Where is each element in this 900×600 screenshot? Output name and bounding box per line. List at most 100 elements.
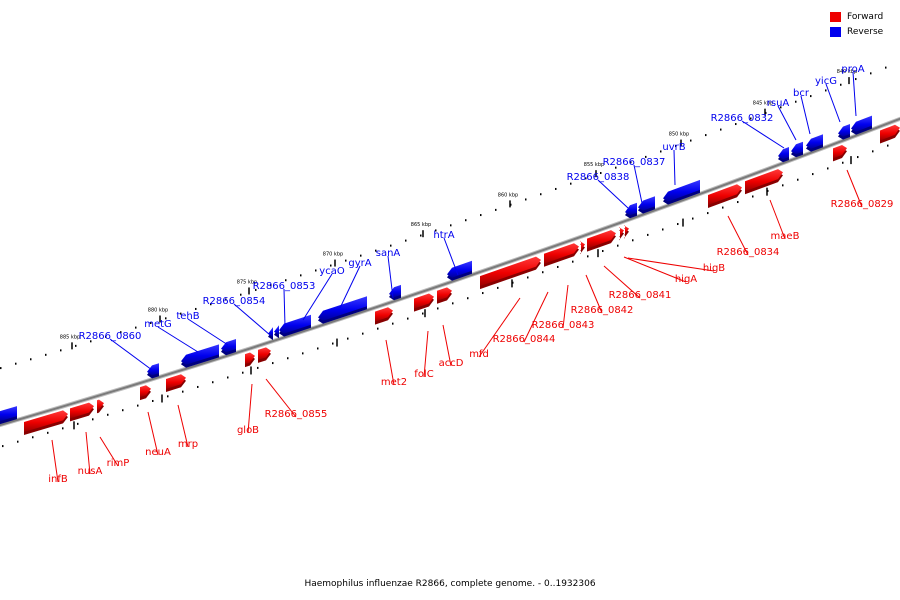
minor-tick [165,317,167,320]
kbp-label: 870 kbp [323,252,343,258]
minor-tick [45,353,47,356]
minor-tick [437,307,439,310]
legend-reverse: Reverse [830,24,892,39]
minor-tick [482,292,484,295]
minor-tick [735,123,737,126]
mfd-leader-line [478,297,521,358]
minor-tick [675,145,677,148]
minor-tick [872,150,874,153]
minor-tick [450,224,452,227]
minor-tick [677,223,679,226]
kbp-label: 860 kbp [498,192,518,198]
minor-tick [345,259,347,262]
met2-gene [375,307,393,322]
glob-leader-line [247,383,253,434]
minor-tick [212,381,214,384]
reverse-gene-4-gene [268,327,273,338]
minor-tick [705,134,707,137]
r2866-0837-leader-line [633,164,643,204]
gene-label-r2866-0844: R2866_0844 [493,334,556,345]
minor-tick [467,297,469,300]
gene-label-mrp: mrp [178,439,198,450]
minor-tick [797,178,799,181]
rsua-leader-line [777,105,797,141]
gene-label-maeb: maeB [771,231,800,242]
minor-tick [257,366,259,369]
minor-tick [495,208,497,211]
r2866-0855-gene [258,347,271,360]
minor-tick [855,78,857,81]
r2866-0843-gene [580,240,585,252]
minor-tick [347,337,349,340]
kbp-label: 880 kbp [148,308,168,314]
minor-tick [572,260,574,263]
minor-tick [135,326,137,329]
minor-tick [60,349,62,352]
minor-tick [422,312,424,315]
r2866-0832-leader-line [741,120,785,149]
minor-tick [30,358,32,361]
minor-tick [722,206,724,209]
minor-tick [842,161,844,164]
minor-tick [420,234,422,237]
r2866-0829-gene [880,124,900,141]
reverse-gene-2-gene [181,344,219,365]
genome-caption: Haemophilus influenzae R2866, complete g… [304,579,596,589]
minor-tick [737,201,739,204]
minor-tick [17,440,19,443]
minor-tick [182,390,184,393]
minor-tick [557,265,559,268]
genome-backbone [0,117,900,427]
gene-label-uvrb: uvrB [662,142,685,153]
minor-tick [887,144,889,147]
sana-leader-line [387,255,394,299]
minor-tick [105,335,107,338]
infb-gene [24,410,68,432]
reverse-gene-16-gene [838,124,850,137]
minor-tick [315,269,317,272]
minor-tick [197,385,199,388]
minor-tick [32,436,34,439]
minor-tick [602,250,604,253]
reverse-gene-9-gene [447,260,472,278]
minor-tick [225,298,227,301]
minor-tick [167,395,169,398]
r2866-0844-gene [544,243,579,264]
minor-tick [77,422,79,425]
r2866-0842-gene [587,230,616,249]
minor-tick [122,409,124,412]
minor-tick [827,167,829,170]
r2866-0860-leader-line [109,338,153,371]
infb-leader-line [51,439,59,483]
minor-tick [795,100,797,103]
minor-tick [752,195,754,198]
kbp-label: 875 kbp [237,279,257,285]
reverse-gene-15-gene [806,134,823,149]
reverse-gene-13-gene [778,147,789,160]
gene-label-proa: proA [841,64,864,75]
minor-tick [810,95,812,98]
minor-tick [692,217,694,220]
minor-tick [2,445,4,448]
rimp-gene [97,399,104,411]
minor-tick [362,332,364,335]
minor-tick [0,367,2,370]
kbp-label: 845 kbp [753,101,773,107]
gene-label-mfd: mfd [469,349,489,360]
gene-label-htra: htrA [433,230,454,241]
gene-label-nusa: nusA [78,466,103,477]
accd-gene [437,287,452,301]
minor-tick [600,172,602,175]
minor-tick [540,193,542,196]
minor-tick [255,288,257,291]
gene-label-bcr: bcr [793,88,810,99]
minor-tick [812,173,814,176]
higa-gene [624,225,629,236]
gene-label-r2866-0841: R2866_0841 [609,290,672,301]
minor-tick [150,321,152,324]
minor-tick [870,72,872,75]
minor-tick [632,239,634,242]
minor-tick [195,307,197,310]
reverse-gene-14-gene [791,141,803,155]
